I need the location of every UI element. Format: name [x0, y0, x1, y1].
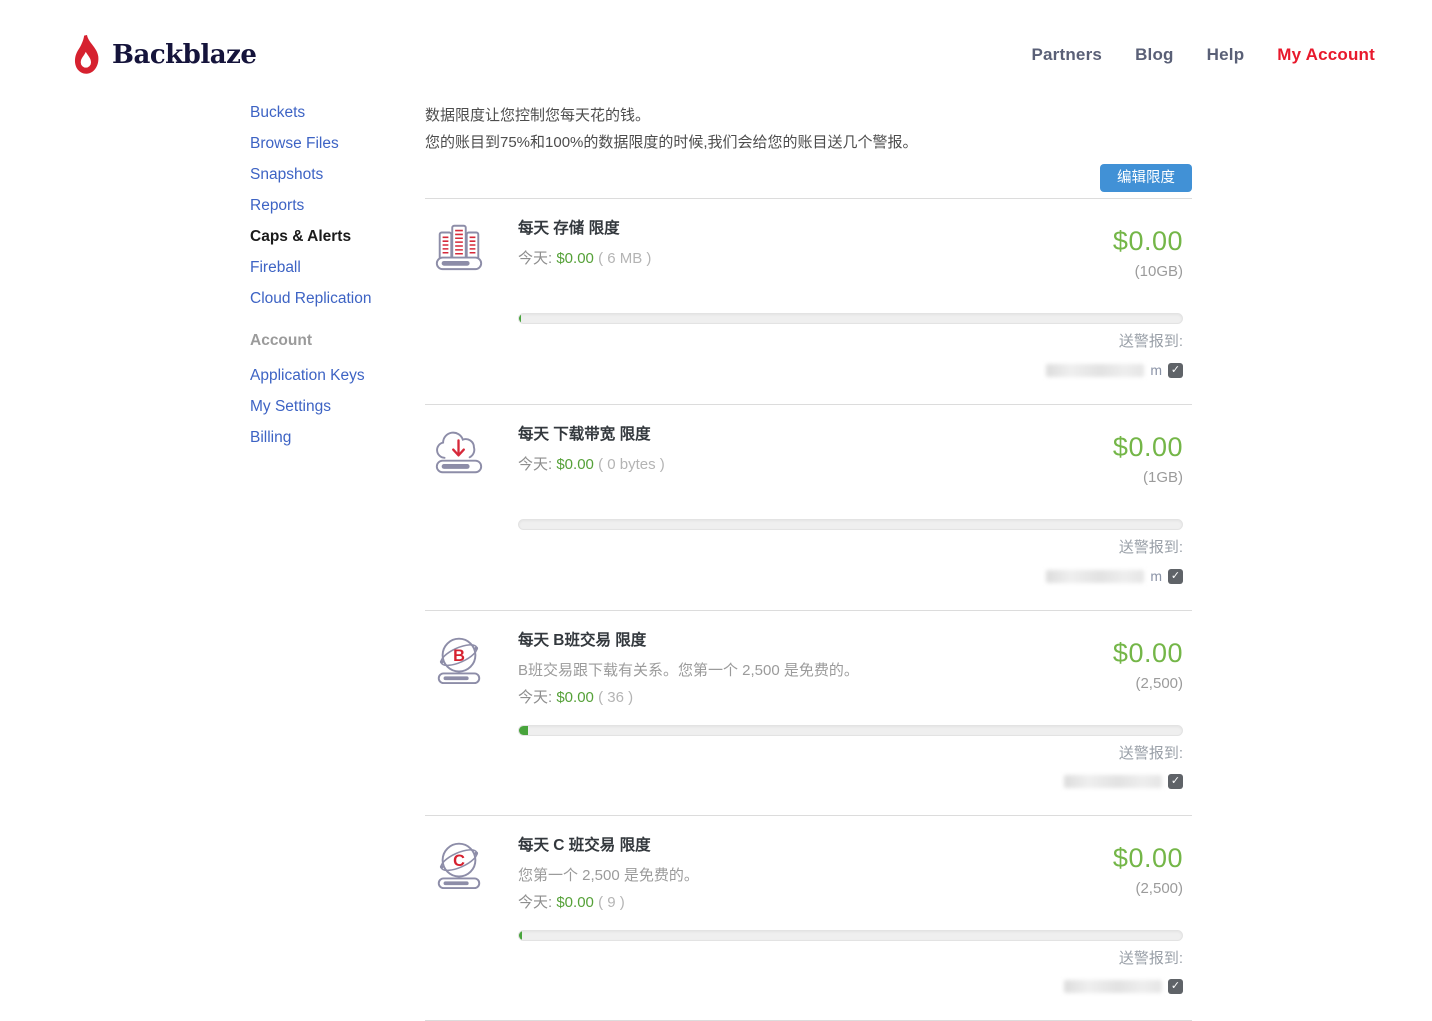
intro-line-1: 数据限度让您控制您每天花的钱。: [425, 107, 651, 124]
svg-text:B: B: [453, 647, 465, 665]
svg-text:C: C: [453, 852, 465, 870]
cap-limit: (2,500): [1135, 880, 1183, 897]
caps-alerts-panel: 数据限度让您控制您每天花的钱。 您的账目到75%和100%的数据限度的时候,我们…: [425, 100, 1192, 1021]
send-alerts-label: 送警报到:: [1118, 745, 1183, 762]
alert-email-suffix: m: [1150, 362, 1162, 378]
progress-bar: [518, 725, 1183, 736]
today-cost: $0.00: [556, 689, 594, 706]
sidebar-item-caps-alerts[interactable]: Caps & Alerts: [250, 228, 352, 245]
alert-email-checkbox[interactable]: [1168, 362, 1183, 378]
sidebar-item-buckets[interactable]: Buckets: [250, 104, 306, 121]
download-cloud-icon: [425, 422, 518, 584]
cap-amount: $0.00: [1112, 432, 1183, 462]
today-label: 今天:: [518, 250, 553, 267]
sidebar-item-billing[interactable]: Billing: [250, 429, 292, 446]
today-label: 今天:: [518, 689, 553, 706]
alert-email-checkbox[interactable]: [1168, 568, 1183, 584]
edit-caps-button[interactable]: 编辑限度: [1100, 164, 1192, 192]
top-nav: Partners Blog Help My Account: [1031, 45, 1375, 65]
sidebar-item-fireball[interactable]: Fireball: [250, 259, 301, 276]
cap-limit: (2,500): [1135, 675, 1183, 692]
nav-blog[interactable]: Blog: [1135, 45, 1174, 64]
intro-block: 数据限度让您控制您每天花的钱。 您的账目到75%和100%的数据限度的时候,我们…: [425, 102, 1192, 199]
header: Backblaze Partners Blog Help My Account: [0, 0, 1432, 100]
cap-section-class-b: B 每天 B班交易 限度 B班交易跟下载有关系。您第一个 2,500 是免费的。…: [425, 611, 1192, 816]
section-title: 每天 B班交易 限度: [518, 632, 647, 649]
nav-help[interactable]: Help: [1206, 45, 1245, 64]
backblaze-logo[interactable]: Backblaze: [72, 35, 257, 75]
cap-section-download: 每天 下载带宽 限度 今天: $0.00 ( 0 bytes ) $0.00 (…: [425, 405, 1192, 611]
cap-limit: (10GB): [1134, 263, 1183, 280]
today-cost: $0.00: [556, 250, 594, 267]
send-alerts-label: 送警报到:: [1118, 539, 1183, 556]
today-usage: ( 36 ): [598, 689, 634, 706]
today-cost: $0.00: [556, 456, 594, 473]
backblaze-flame-icon: [74, 35, 99, 74]
send-alerts-label: 送警报到:: [1118, 333, 1183, 350]
sidebar-item-application-keys[interactable]: Application Keys: [250, 367, 365, 384]
alert-email-redacted: [1046, 569, 1145, 583]
sidebar-item-reports[interactable]: Reports: [250, 197, 305, 214]
alert-email-suffix: m: [1150, 568, 1162, 584]
brand-name: Backblaze: [112, 40, 257, 70]
today-label: 今天:: [518, 894, 553, 911]
cap-section-class-c: C 每天 C 班交易 限度 您第一个 2,500 是免费的。 今天: $0.00: [425, 816, 1192, 1021]
today-usage: ( 9 ): [598, 894, 625, 911]
intro-line-2: 您的账目到75%和100%的数据限度的时候,我们会给您的账目送几个警报。: [425, 134, 918, 151]
sidebar-item-browse-files[interactable]: Browse Files: [250, 135, 339, 152]
sidebar-item-cloud-replication[interactable]: Cloud Replication: [250, 290, 372, 307]
sidebar-account-heading: Account: [250, 332, 312, 349]
section-description: 您第一个 2,500 是免费的。: [518, 867, 699, 884]
alert-email-redacted: [1064, 980, 1162, 993]
progress-fill: [519, 314, 521, 323]
cap-amount: $0.00: [1112, 843, 1183, 873]
progress-fill: [519, 931, 522, 940]
today-usage: ( 6 MB ): [598, 250, 652, 267]
section-title: 每天 存储 限度: [518, 220, 620, 237]
cap-amount: $0.00: [1112, 638, 1183, 668]
section-title: 每天 C 班交易 限度: [518, 837, 651, 854]
today-usage-line: 今天: $0.00 ( 6 MB ): [518, 247, 651, 271]
alert-email-redacted: [1064, 775, 1162, 788]
progress-fill: [519, 726, 529, 735]
alert-email-checkbox[interactable]: [1168, 979, 1183, 994]
progress-bar: [518, 313, 1183, 324]
class-c-transactions-icon: C: [425, 833, 518, 994]
storage-servers-icon: [425, 216, 518, 378]
today-usage-line: 今天: $0.00 ( 36 ): [518, 686, 859, 710]
today-usage: ( 0 bytes ): [598, 456, 665, 473]
cap-limit: (1GB): [1142, 469, 1183, 486]
today-usage-line: 今天: $0.00 ( 9 ): [518, 891, 699, 915]
today-cost: $0.00: [556, 894, 594, 911]
progress-bar: [518, 519, 1183, 530]
section-title: 每天 下载带宽 限度: [518, 426, 651, 443]
today-usage-line: 今天: $0.00 ( 0 bytes ): [518, 453, 665, 477]
sidebar-item-snapshots[interactable]: Snapshots: [250, 166, 324, 183]
class-b-transactions-icon: B: [425, 628, 518, 789]
today-label: 今天:: [518, 456, 553, 473]
nav-partners[interactable]: Partners: [1031, 45, 1103, 64]
cap-section-storage: 每天 存储 限度 今天: $0.00 ( 6 MB ) $0.00 (10GB): [425, 199, 1192, 405]
sidebar: Buckets Browse Files Snapshots Reports C…: [250, 100, 420, 461]
section-description: B班交易跟下载有关系。您第一个 2,500 是免费的。: [518, 662, 859, 679]
send-alerts-label: 送警报到:: [1118, 950, 1183, 967]
cap-amount: $0.00: [1112, 226, 1183, 256]
alert-email-redacted: [1046, 363, 1145, 377]
progress-bar: [518, 930, 1183, 941]
alert-email-checkbox[interactable]: [1168, 774, 1183, 789]
nav-my-account[interactable]: My Account: [1277, 45, 1375, 64]
sidebar-item-my-settings[interactable]: My Settings: [250, 398, 331, 415]
